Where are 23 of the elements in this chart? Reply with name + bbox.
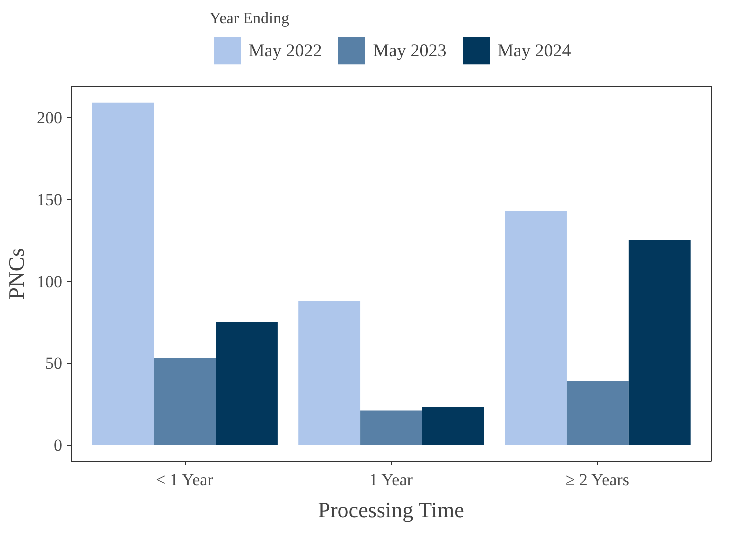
- bar: [566, 381, 629, 446]
- y-tick-label: 200: [37, 108, 62, 128]
- x-tick-label: < 1 Year: [156, 470, 214, 490]
- y-axis-title: PNCs: [4, 248, 29, 300]
- y-tick-label: 150: [37, 190, 62, 210]
- legend-label: May 2023: [373, 40, 447, 61]
- y-tick-label: 0: [54, 436, 62, 456]
- bar: [628, 240, 691, 446]
- y-tick-label: 100: [37, 272, 62, 292]
- bar: [92, 102, 154, 446]
- legend-label: May 2024: [498, 40, 572, 61]
- y-tick-label: 50: [46, 354, 62, 374]
- bar: [360, 410, 422, 446]
- bar: [422, 407, 484, 446]
- legend-label: May 2022: [248, 40, 322, 61]
- bar: [505, 210, 567, 446]
- bar: [216, 322, 278, 446]
- x-tick-label: 1 Year: [369, 470, 414, 490]
- bar: [154, 358, 216, 446]
- bar: [298, 301, 361, 446]
- legend-title: Year Ending: [210, 10, 290, 28]
- x-axis-title: Processing Time: [318, 498, 464, 522]
- x-tick-label: ≥ 2 Years: [566, 470, 630, 490]
